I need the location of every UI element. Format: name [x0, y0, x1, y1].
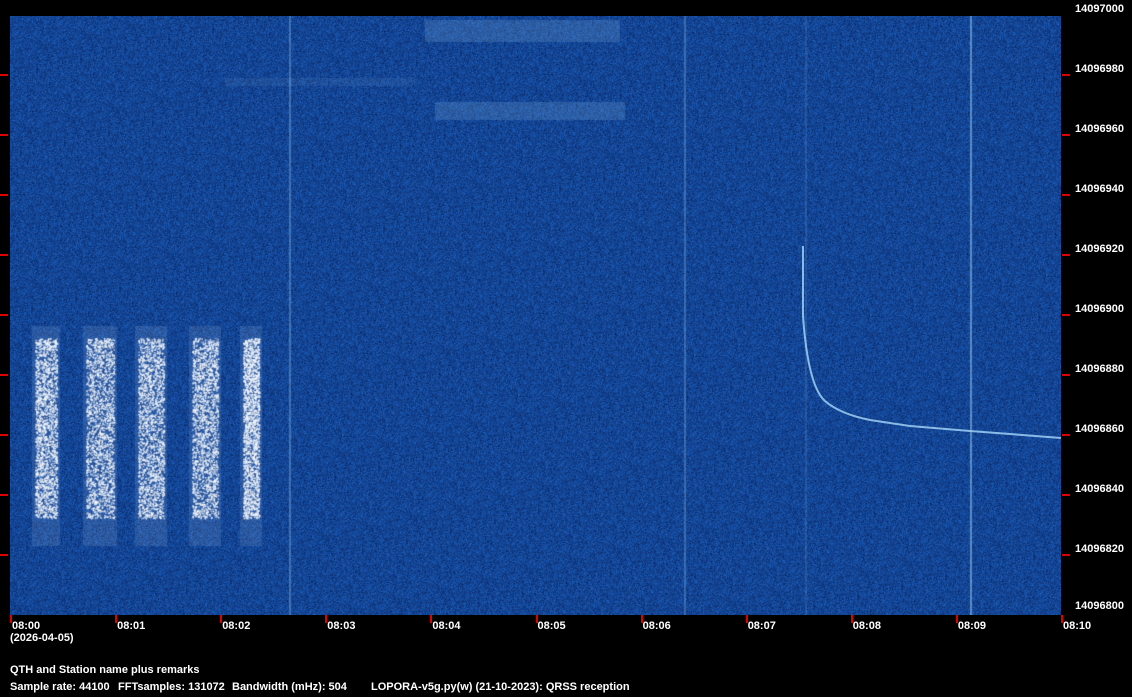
x-tick — [955, 615, 958, 623]
y-tick-right — [1062, 434, 1070, 436]
x-tick-label: 08:03 — [327, 620, 356, 632]
y-tick-label: 14096880 — [1075, 363, 1124, 375]
y-tick-left — [0, 554, 8, 556]
y-tick-right — [1062, 74, 1070, 76]
x-tick-label: 08:00 — [12, 620, 41, 632]
fft-samples-text: FFTsamples: 131072 — [118, 681, 225, 693]
x-tick-label: 08:01 — [117, 620, 146, 632]
x-tick-label: 08:09 — [957, 620, 987, 632]
y-tick-label: 14096940 — [1075, 183, 1124, 195]
y-tick-label: 14097000 — [1075, 3, 1124, 15]
y-tick-right — [1062, 134, 1070, 136]
remarks-text: QTH and Station name plus remarks — [10, 664, 200, 676]
y-tick-left — [0, 74, 8, 76]
x-tick — [430, 615, 433, 623]
y-tick-label: 14096980 — [1075, 63, 1124, 75]
y-tick-right — [1062, 494, 1070, 496]
y-tick-label: 14096820 — [1075, 543, 1124, 555]
y-tick-right — [1062, 554, 1070, 556]
x-tick-label: 08:05 — [537, 620, 566, 632]
y-tick-right — [1062, 374, 1070, 376]
y-tick-label: 14096800 — [1075, 600, 1124, 612]
y-tick-right — [1062, 194, 1070, 196]
y-tick-left — [0, 434, 8, 436]
y-tick-left — [0, 314, 8, 316]
x-tick — [640, 615, 643, 623]
x-tick-label: 08:06 — [642, 620, 671, 632]
x-tick — [535, 615, 538, 623]
x-tick-label: 08:07 — [747, 620, 776, 632]
y-tick-left — [0, 134, 8, 136]
bandwidth-text: Bandwidth (mHz): 504 — [232, 681, 347, 693]
x-date-label: (2026-04-05) — [10, 632, 74, 644]
x-tick — [115, 615, 118, 623]
drifting-carrier-trace — [802, 246, 1061, 439]
y-tick-left — [0, 254, 8, 256]
y-tick-label: 14096900 — [1075, 303, 1124, 315]
x-tick-label: 08:04 — [432, 620, 461, 632]
y-tick-label: 14096960 — [1075, 123, 1124, 135]
y-tick-label: 14096920 — [1075, 243, 1124, 255]
x-tick — [745, 615, 748, 623]
y-tick-left — [0, 194, 8, 196]
signal-overlay — [802, 246, 1061, 439]
y-tick-label: 14096840 — [1075, 483, 1124, 495]
y-tick-right — [1062, 314, 1070, 316]
y-tick-left — [0, 494, 8, 496]
x-tick — [220, 615, 223, 623]
spectrogram-waterfall — [10, 16, 1061, 615]
x-tick — [850, 615, 853, 623]
x-tick — [1061, 615, 1063, 623]
x-tick — [325, 615, 328, 623]
y-tick-left — [0, 374, 8, 376]
program-text: LOPORA-v5g.py(w) (21-10-2023): QRSS rece… — [371, 681, 630, 693]
x-tick-label: 08:10 — [1063, 620, 1092, 632]
x-tick — [10, 615, 12, 623]
y-tick-label: 14096860 — [1075, 423, 1124, 435]
y-tick-right — [1062, 254, 1070, 256]
x-tick-label: 08:08 — [852, 620, 881, 632]
x-tick-label: 08:02 — [222, 620, 251, 632]
sample-rate-text: Sample rate: 44100 — [10, 681, 110, 693]
